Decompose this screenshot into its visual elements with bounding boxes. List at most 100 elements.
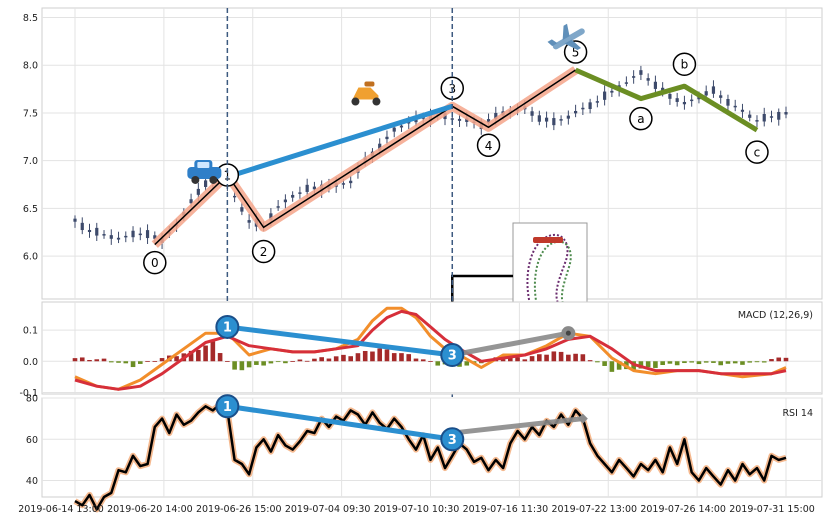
macd-histogram-bar-68 xyxy=(566,354,571,362)
candle-body-6 xyxy=(116,237,121,240)
wave-label-c-circle xyxy=(745,140,769,164)
candle-body-64 xyxy=(537,115,541,122)
macd-histogram-bar-83 xyxy=(674,361,680,366)
candle-body-2 xyxy=(87,229,92,233)
macd-histogram-bar-75 xyxy=(616,361,622,370)
candle-body-79 xyxy=(646,78,650,81)
candle-body-84 xyxy=(682,101,687,105)
candle-body-91 xyxy=(733,105,737,108)
macd-signal-line xyxy=(74,309,787,391)
scooter-body xyxy=(352,87,379,100)
macd-histogram-bar-78 xyxy=(638,361,644,369)
candle-body-28 xyxy=(276,206,280,208)
car-icon xyxy=(187,159,222,184)
macd-histogram-bar-42 xyxy=(377,348,383,362)
macd-histogram-bar-45 xyxy=(399,353,404,362)
macd-panel: -0.1 0.0 0.1 1 3 xyxy=(19,301,823,399)
macd-histogram-bar-16 xyxy=(188,350,194,362)
airplane-fuselage xyxy=(552,28,585,50)
macd-histogram-bar-49 xyxy=(428,361,433,362)
x-tick-label-8: 2019-07-31 15:00 xyxy=(729,504,815,515)
candle-body-33 xyxy=(312,186,317,190)
trend-line xyxy=(226,103,454,180)
candle-body-95 xyxy=(762,113,766,122)
candle-body-5 xyxy=(109,235,113,239)
macd-histogram-bar-10 xyxy=(145,360,150,362)
wave-label-a: a xyxy=(637,112,644,126)
candle-body-38 xyxy=(349,180,353,184)
macd-histogram-bar-88 xyxy=(711,361,716,363)
macd-divergence-label-1: 1 xyxy=(223,320,232,335)
candle-body-66 xyxy=(552,118,556,126)
candle-body-83 xyxy=(675,98,679,102)
x-tick-label-3: 2019-07-04 09:30 xyxy=(285,504,371,515)
wave-label-5: 5 xyxy=(572,46,580,60)
macd-histogram-bar-6 xyxy=(116,361,121,363)
x-tick-label-6: 2019-07-22 13:00 xyxy=(551,504,637,515)
rsi-frame xyxy=(41,397,823,498)
wave-label-4: 4 xyxy=(485,139,493,153)
candle-body-4 xyxy=(102,234,106,236)
macd-histogram-bar-79 xyxy=(645,361,651,368)
price-y-tick-5: 8.5 xyxy=(23,13,38,24)
wave-label-b-circle xyxy=(672,52,697,76)
macd-histogram-bar-59 xyxy=(500,359,506,362)
wave-label-4-circle xyxy=(476,133,501,158)
candle-body-52 xyxy=(450,118,454,120)
candle-body-77 xyxy=(632,76,636,78)
macd-histogram-bar-0 xyxy=(72,358,78,362)
candle-body-73 xyxy=(603,91,607,100)
candle-body-17 xyxy=(196,188,200,195)
macd-histogram-bar-48 xyxy=(420,359,426,362)
macd-y-tick-2: 0.1 xyxy=(23,326,38,337)
macd-histogram-bar-44 xyxy=(391,353,397,362)
macd-histogram-bar-90 xyxy=(725,361,731,364)
candle-body-44 xyxy=(392,127,396,132)
macd-histogram-bar-97 xyxy=(776,357,782,362)
macd-histogram-bar-27 xyxy=(268,361,274,364)
macd-histogram-bar-24 xyxy=(246,361,252,368)
candle-body-80 xyxy=(653,81,658,89)
macd-histogram-bar-91 xyxy=(732,361,738,364)
rsi-y-tick-0: 40 xyxy=(26,476,38,487)
wave-label-0: 0 xyxy=(151,256,159,270)
macd-histogram-bar-46 xyxy=(406,354,412,362)
price-y-tick-4: 8.0 xyxy=(23,61,38,72)
macd-histogram-bar-14 xyxy=(174,356,179,362)
candle-body-93 xyxy=(748,114,752,118)
macd-histogram-bar-60 xyxy=(508,357,513,362)
wave-label-c: c xyxy=(754,146,761,160)
macd-histogram-bar-63 xyxy=(529,356,535,362)
wave-label-b: b xyxy=(681,58,689,72)
candle-body-23 xyxy=(240,207,244,212)
macd-histogram-bar-40 xyxy=(362,350,368,362)
macd-histogram-bar-94 xyxy=(754,361,760,363)
wave-label-0-circle xyxy=(143,250,167,275)
candle-body-98 xyxy=(784,112,788,115)
airplane-wing-top xyxy=(562,23,570,41)
macd-histogram-bar-36 xyxy=(333,356,339,362)
x-tick-label-0: 2019-06-14 13:00 xyxy=(18,504,104,515)
x-tick-label-4: 2019-07-10 10:30 xyxy=(374,504,460,515)
macd-histogram-bar-29 xyxy=(283,361,288,364)
macd-histogram-bar-1 xyxy=(79,357,85,362)
rsi-panel: 40 60 80 1 3 xyxy=(26,394,823,513)
macd-histogram-bar-22 xyxy=(232,361,237,370)
macd-frame xyxy=(41,301,823,395)
wave-label-a-circle xyxy=(629,106,653,131)
coaster-car-top xyxy=(533,237,563,243)
coaster-track-2 xyxy=(533,240,574,320)
macd-divergence-label-3-circle xyxy=(440,343,465,368)
macd-histogram-bar-98 xyxy=(783,357,789,362)
macd-extension-dot xyxy=(565,330,571,336)
rsi-divergence-line xyxy=(226,403,453,442)
candle-body-63 xyxy=(530,111,534,116)
macd-histogram-bar-20 xyxy=(217,353,223,362)
macd-histogram-bar-39 xyxy=(355,353,361,362)
macd-histogram-bar-23 xyxy=(239,361,245,371)
candle-body-58 xyxy=(494,112,498,120)
scooter-wheel-front xyxy=(351,97,360,106)
candle-body-88 xyxy=(711,86,716,94)
wave-label-2-circle xyxy=(251,239,276,264)
macd-histogram-bar-93 xyxy=(747,361,753,363)
